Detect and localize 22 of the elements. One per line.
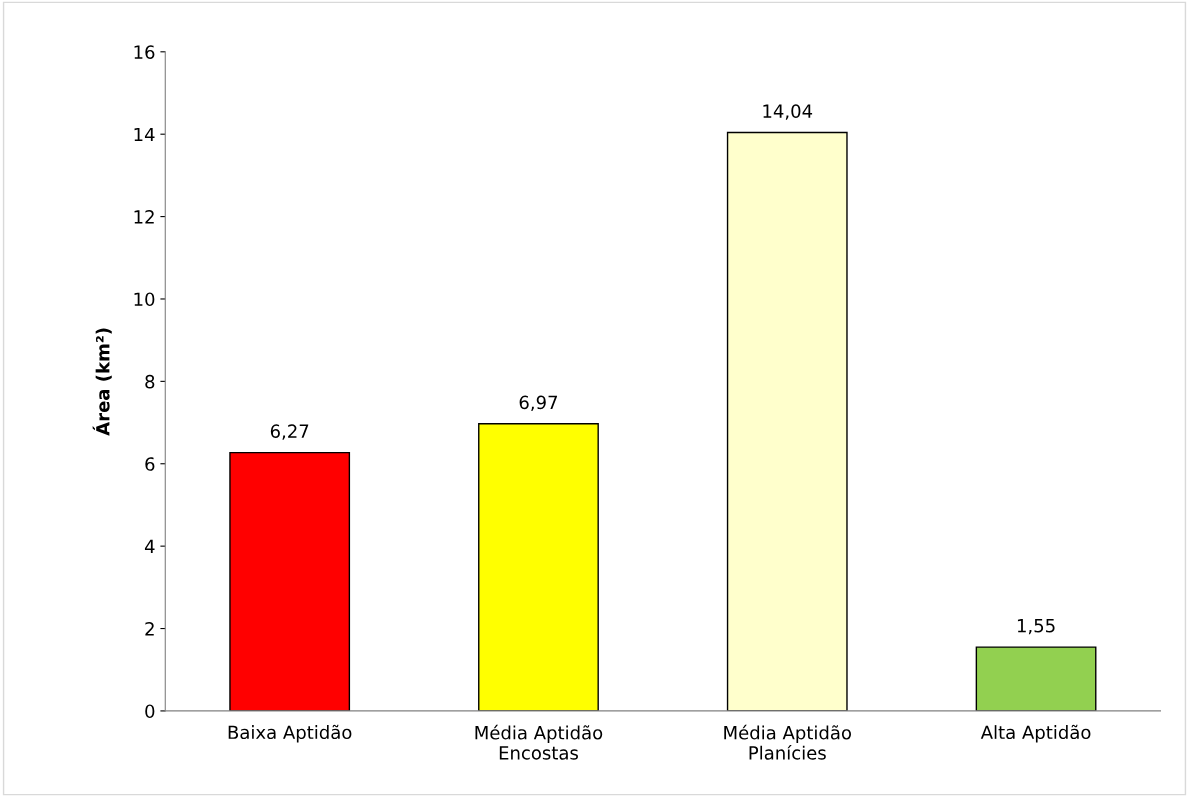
y-tick-label: 6 xyxy=(145,457,155,471)
x-tick-label: Média Aptidão Encostas xyxy=(475,724,603,760)
y-tick-label: 8 xyxy=(145,374,155,389)
data-label: 14,04 xyxy=(763,104,813,120)
data-label: 1,55 xyxy=(1017,619,1055,635)
y-tick-label: 16 xyxy=(134,45,155,59)
y-tick-label: 10 xyxy=(134,292,155,307)
y-tick-label: 0 xyxy=(145,704,155,719)
x-tick-label: Média Aptidão Planícies xyxy=(724,724,851,760)
data-label: 6,97 xyxy=(519,395,558,412)
x-tick-label: Alta Aptidão xyxy=(980,724,1091,743)
y-tick-label: 14 xyxy=(134,127,155,142)
x-tick-label: Baixa Aptidão xyxy=(228,724,352,743)
y-tick-label: 12 xyxy=(134,210,154,224)
bar xyxy=(229,451,351,711)
y-tick-label: 2 xyxy=(145,621,154,636)
bar xyxy=(975,646,1097,711)
bar xyxy=(726,131,848,711)
data-label: 6,27 xyxy=(270,424,309,440)
y-tick-label: 4 xyxy=(144,539,155,553)
y-axis-title: Área (km²) xyxy=(92,328,112,436)
bar xyxy=(478,423,599,711)
